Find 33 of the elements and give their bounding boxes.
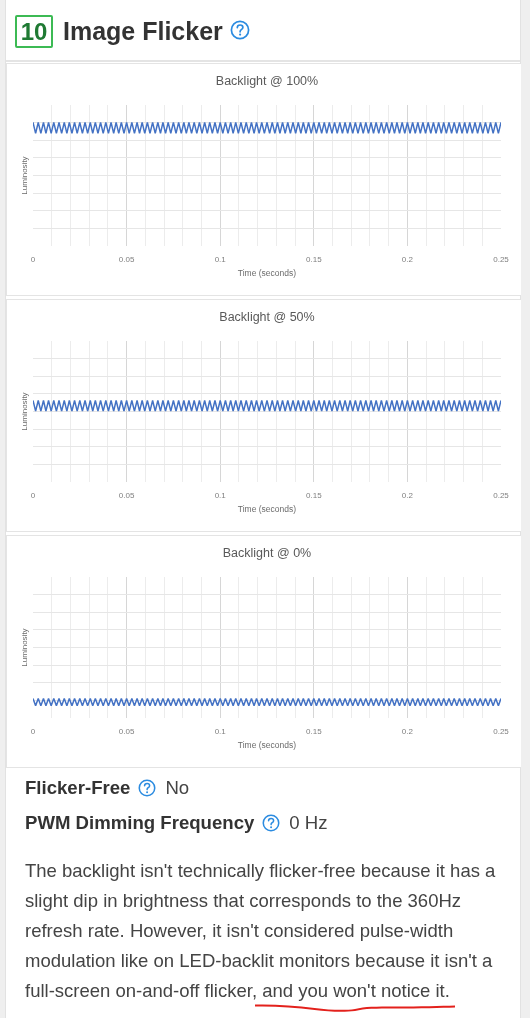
x-tick-label: 0 (30, 255, 36, 264)
text: The backlight isn't technically flicker-free because it has a slight dip in brightness that corresponds to the 360Hz refresh rate. However, it isn't considered pulse-width modulation like on LED-backlit monitors because it isn't a full-screen on-and-off flicker, and you won't notice it. (25, 859, 497, 1003)
x-tick-label: 0.1 (214, 491, 227, 500)
text: Flicker-Free (25, 777, 131, 799)
x-tick-label: 0.05 (118, 727, 135, 736)
y-axis-title: Luminosity (19, 392, 29, 431)
x-tick-label: 0.2 (401, 255, 414, 264)
x-axis-title: Time (seconds) (237, 268, 297, 279)
y-axis-title: Luminosity (19, 628, 29, 667)
x-tick-label: 0.25 (493, 491, 510, 500)
chart-title: Backlight @ 0% (222, 546, 312, 561)
x-tick-label: 0.15 (306, 727, 323, 736)
x-tick-label: 0.25 (493, 727, 510, 736)
chart-title: Backlight @ 100% (215, 74, 319, 89)
text: Image Flicker (63, 17, 223, 46)
x-tick-label: 0.15 (306, 255, 323, 264)
x-axis-title: Time (seconds) (237, 504, 297, 515)
x-tick-label: 0.1 (214, 255, 227, 264)
x-tick-label: 0.2 (401, 491, 414, 500)
y-axis-title: Luminosity (19, 156, 29, 195)
x-tick-label: 0.15 (306, 491, 323, 500)
x-tick-label: 0.25 (493, 255, 510, 264)
x-tick-label: 0.05 (118, 255, 135, 264)
chart-title: Backlight @ 50% (219, 310, 315, 325)
x-tick-label: 0.2 (401, 727, 414, 736)
x-tick-label: 0 (30, 491, 36, 500)
x-tick-label: 0.1 (214, 727, 227, 736)
x-tick-label: 0.05 (118, 491, 135, 500)
text: No (165, 777, 190, 799)
x-axis-title: Time (seconds) (237, 740, 297, 751)
text: 0 Hz (289, 812, 328, 834)
x-tick-label: 0 (30, 727, 36, 736)
text: PWM Dimming Frequency (25, 812, 255, 834)
